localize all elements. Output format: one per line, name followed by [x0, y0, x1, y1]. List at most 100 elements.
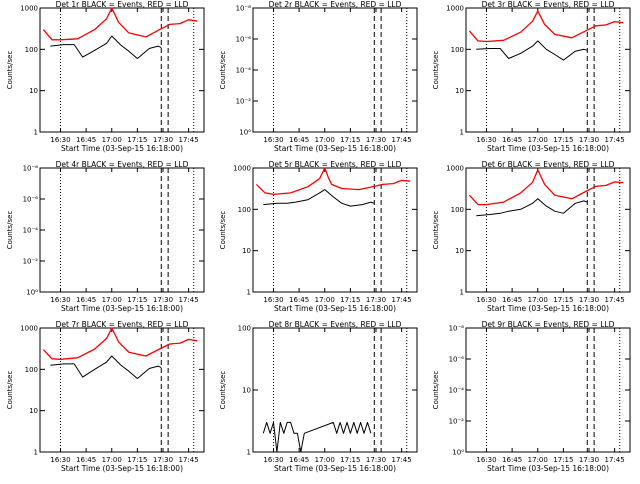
x-axis-label: Start Time (03-Sep-15 16:18:00)	[274, 304, 396, 313]
x-tick-label: 17:30	[579, 456, 599, 464]
y-axis-label: Counts/sec	[6, 371, 14, 410]
x-tick-label: 17:45	[605, 456, 625, 464]
x-tick-label: 17:45	[392, 296, 412, 304]
x-tick-label: 17:15	[553, 456, 573, 464]
y-tick-label: 1	[34, 129, 38, 137]
x-tick-label: 16:30	[263, 456, 283, 464]
panel-title: Det 8r BLACK = Events, RED = LLD	[269, 320, 402, 329]
y-tick-label: 10⁰	[26, 289, 38, 297]
x-tick-label: 17:45	[392, 136, 412, 144]
x-tick-label: 17:00	[315, 456, 335, 464]
y-tick-label: 10⁻⁴	[236, 67, 252, 75]
x-tick-label: 17:30	[579, 136, 599, 144]
x-tick-label: 17:00	[102, 296, 122, 304]
series-line	[50, 35, 162, 59]
plot-frame	[465, 167, 631, 293]
chart-panel-6: Det 6r BLACK = Events, RED = LLD 1000 100 1…	[432, 160, 631, 313]
x-tick-label: 16:30	[476, 456, 496, 464]
panel-title: Det 3r BLACK = Events, RED = LLD	[482, 0, 615, 9]
y-tick-label: 100	[238, 206, 251, 214]
x-tick-label: 17:45	[179, 136, 199, 144]
x-tick-label: 17:30	[153, 136, 173, 144]
y-tick-label: 10⁰	[452, 449, 464, 457]
series-line	[476, 40, 588, 61]
plot-frame	[252, 7, 418, 133]
y-tick-label: 1000	[20, 325, 38, 333]
y-tick-label: 100	[25, 366, 38, 374]
y-tick-label: 10⁻²	[236, 98, 252, 106]
series-line	[263, 189, 375, 207]
plot-frame	[252, 167, 418, 293]
x-tick-label: 17:00	[315, 296, 335, 304]
y-axis-label: Counts/sec	[6, 51, 14, 90]
x-tick-label: 17:30	[579, 296, 599, 304]
y-tick-label: 10⁻⁸	[449, 325, 465, 333]
x-axis-label: Start Time (03-Sep-15 16:18:00)	[487, 304, 609, 313]
series-line	[42, 327, 198, 360]
y-axis-label: Counts/sec	[432, 211, 440, 250]
x-axis-label: Start Time (03-Sep-15 16:18:00)	[274, 464, 396, 473]
y-axis-label: Counts/sec	[6, 211, 14, 250]
x-tick-label: 17:45	[392, 456, 412, 464]
x-tick-label: 16:45	[502, 136, 522, 144]
y-tick-label: 10	[242, 387, 251, 395]
x-tick-label: 17:00	[102, 456, 122, 464]
plot-frame	[252, 327, 418, 453]
chart-panel-9: Det 9r BLACK = Events, RED = LLD 10⁻⁸ 10⁻⁶…	[432, 320, 631, 473]
x-tick-label: 17:15	[553, 136, 573, 144]
series-line	[468, 169, 624, 206]
y-tick-label: 10⁻²	[23, 258, 39, 266]
x-tick-label: 16:45	[289, 296, 309, 304]
chart-panel-3: Det 3r BLACK = Events, RED = LLD 1000 100 1…	[432, 0, 631, 153]
y-axis-label: Counts/sec	[219, 211, 227, 250]
x-tick-label: 16:45	[502, 296, 522, 304]
y-axis-label: Counts/sec	[432, 51, 440, 90]
plot-frame	[39, 167, 205, 293]
x-tick-label: 17:45	[605, 136, 625, 144]
y-tick-label: 10⁻²	[449, 418, 465, 426]
x-axis-label: Start Time (03-Sep-15 16:18:00)	[61, 304, 183, 313]
x-tick-label: 16:30	[476, 136, 496, 144]
x-axis-label: Start Time (03-Sep-15 16:18:00)	[61, 464, 183, 473]
y-tick-label: 10⁰	[239, 129, 251, 137]
y-tick-label: 1	[460, 129, 464, 137]
y-tick-label: 10	[242, 247, 251, 255]
x-tick-label: 16:30	[50, 136, 70, 144]
panel-title: Det 1r BLACK = Events, RED = LLD	[56, 0, 189, 9]
y-tick-label: 1	[34, 449, 38, 457]
panel-title: Det 6r BLACK = Events, RED = LLD	[482, 160, 615, 169]
x-tick-label: 17:30	[366, 296, 386, 304]
x-axis-label: Start Time (03-Sep-15 16:18:00)	[274, 144, 396, 153]
y-axis-label: Counts/sec	[432, 371, 440, 410]
y-tick-label: 1	[247, 289, 251, 297]
series-line	[262, 421, 372, 453]
x-tick-label: 17:00	[528, 136, 548, 144]
x-tick-label: 17:30	[366, 456, 386, 464]
x-tick-label: 16:45	[76, 456, 96, 464]
y-tick-label: 1000	[20, 5, 38, 13]
x-tick-label: 17:15	[340, 456, 360, 464]
series-line	[468, 10, 624, 43]
x-tick-label: 16:45	[289, 136, 309, 144]
y-tick-label: 10	[29, 407, 38, 415]
y-tick-label: 1000	[233, 165, 251, 173]
y-tick-label: 100	[451, 46, 464, 54]
y-tick-label: 10⁻⁴	[23, 227, 39, 235]
x-tick-label: 17:30	[153, 456, 173, 464]
y-tick-label: 10⁻⁸	[23, 165, 39, 173]
x-tick-label: 16:45	[76, 136, 96, 144]
y-tick-label: 10⁻⁶	[449, 356, 465, 364]
y-tick-label: 1000	[446, 165, 464, 173]
y-tick-label: 10	[29, 87, 38, 95]
panel-title: Det 5r BLACK = Events, RED = LLD	[269, 160, 402, 169]
x-axis-label: Start Time (03-Sep-15 16:18:00)	[487, 464, 609, 473]
x-tick-label: 16:30	[263, 296, 283, 304]
x-tick-label: 17:30	[366, 136, 386, 144]
chart-panel-2: Det 2r BLACK = Events, RED = LLD 10⁻⁸ 10⁻⁶…	[219, 0, 418, 153]
x-tick-label: 16:30	[263, 136, 283, 144]
x-tick-label: 17:30	[153, 296, 173, 304]
y-axis-label: Counts/sec	[219, 51, 227, 90]
x-tick-label: 16:45	[502, 456, 522, 464]
x-tick-label: 17:00	[315, 136, 335, 144]
